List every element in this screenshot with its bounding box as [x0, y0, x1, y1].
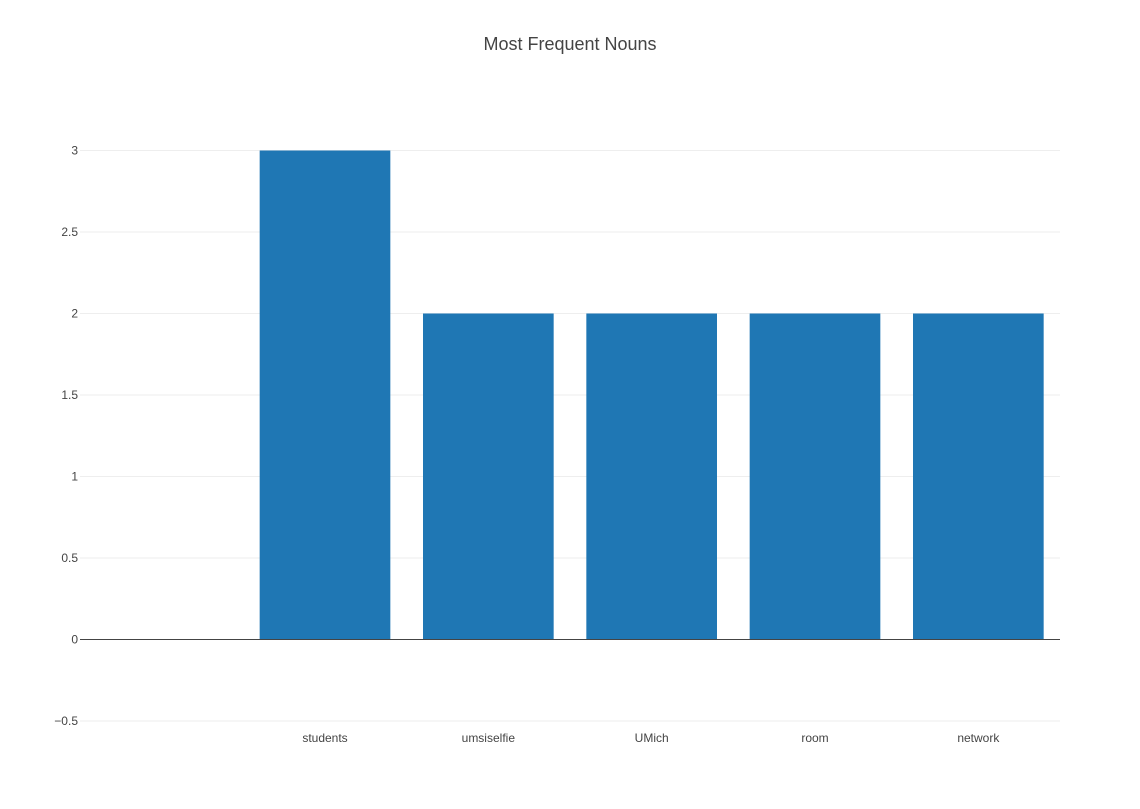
y-tick-label: 1.5	[61, 388, 78, 402]
y-tick-label: −0.5	[54, 714, 78, 728]
y-axis-ticks: −0.5 0 0.5 1 1.5 2 2.5 3	[54, 144, 78, 729]
bar-umich	[586, 313, 717, 640]
y-tick-label: 2.5	[61, 225, 78, 239]
x-tick-label: umsiselfie	[462, 731, 516, 745]
x-tick-label: UMich	[635, 731, 669, 745]
y-tick-label: 3	[71, 144, 78, 158]
x-tick-label: students	[302, 731, 347, 745]
y-tick-label: 1	[71, 470, 78, 484]
y-tick-label: 0	[71, 633, 78, 647]
y-tick-label: 0.5	[61, 551, 78, 565]
bar-network	[913, 313, 1044, 640]
x-axis-ticks: students umsiselfie UMich room network	[302, 731, 1000, 745]
bar-students	[259, 150, 391, 640]
x-tick-label: room	[801, 731, 828, 745]
chart-title: Most Frequent Nouns	[483, 34, 656, 54]
gridlines	[80, 150, 1060, 722]
bars	[259, 150, 1044, 640]
y-tick-label: 2	[71, 307, 78, 321]
bar-umsiselfie	[423, 313, 554, 640]
bar-room	[749, 313, 881, 640]
x-tick-label: network	[957, 731, 1000, 745]
